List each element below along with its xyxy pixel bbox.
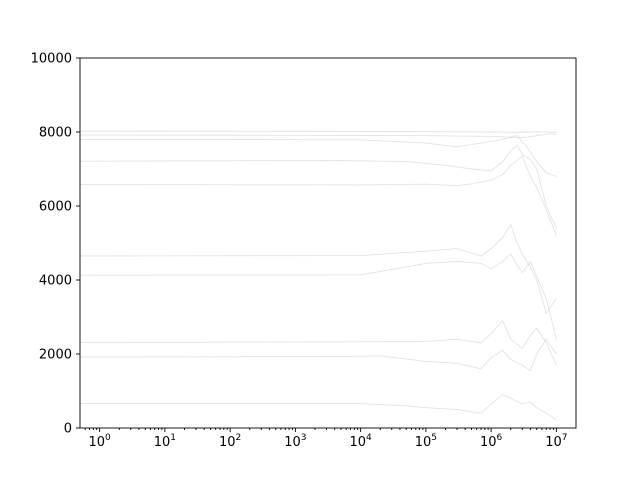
x-tick-label: 102 — [219, 433, 241, 450]
series-line-1 — [80, 130, 557, 133]
x-tick-label: 100 — [89, 433, 112, 450]
series-line-9 — [79, 338, 557, 372]
series-line-7 — [79, 253, 557, 340]
series-line-6 — [79, 224, 557, 314]
x-tick-label: 107 — [545, 433, 567, 450]
y-tick-label: 0 — [64, 422, 72, 437]
series-line-8 — [79, 320, 557, 366]
x-tick-label: 105 — [415, 433, 437, 450]
y-tick-label: 2000 — [39, 348, 72, 363]
x-tick-label: 103 — [284, 433, 306, 450]
series-line-5 — [79, 155, 557, 236]
y-tick-label: 4000 — [39, 274, 72, 289]
plot-frame — [79, 57, 577, 429]
series-line-3 — [79, 135, 557, 177]
series-line-10 — [80, 394, 557, 421]
series-line-2 — [79, 133, 557, 138]
series-layer — [79, 130, 557, 421]
y-tick-label: 10000 — [31, 52, 72, 67]
y-tick-label: 6000 — [39, 200, 72, 215]
x-axis: 100 101 102 103 104 105 106 107 — [84, 428, 567, 450]
y-axis: 0 2000 4000 6000 8000 10000 — [31, 52, 80, 437]
x-tick-label: 106 — [480, 433, 503, 450]
series-line-4 — [79, 144, 557, 229]
x-tick-label: 101 — [154, 433, 176, 450]
y-tick-label: 8000 — [39, 126, 72, 141]
x-tick-label: 104 — [349, 433, 372, 450]
